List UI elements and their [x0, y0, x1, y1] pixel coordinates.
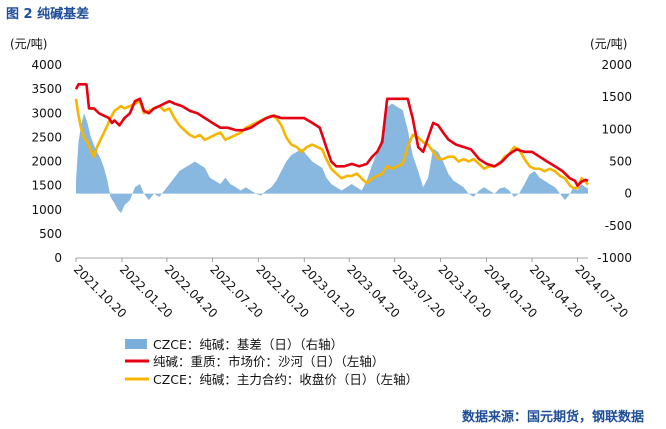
left-tick-label: 500	[39, 227, 62, 241]
legend: CZCE：纯碱：基差（日）（右轴） 纯碱：重质：市场价：沙河（日）（左轴） CZCE…	[125, 337, 418, 387]
left-tick-label: 3000	[31, 106, 62, 120]
legend-label: 纯碱：重质：市场价：沙河（日）（左轴）	[153, 354, 384, 369]
right-tick-label: 500	[609, 155, 632, 169]
figure-title: 图 2 纯碱基差	[6, 7, 90, 22]
right-tick-label: 1500	[601, 90, 632, 104]
legend-swatch-basis	[125, 339, 147, 349]
legend-label: CZCE：纯碱：主力合约：收盘价（日）（左轴）	[153, 372, 418, 387]
right-tick-label: -500	[605, 219, 632, 233]
basis-area	[76, 103, 588, 213]
right-axis: (元/吨) -1000 -500 0 500 1000 1500 2000	[590, 37, 632, 265]
x-axis-ticks	[75, 257, 588, 262]
left-tick-label: 1000	[31, 203, 62, 217]
right-axis-unit: (元/吨)	[590, 37, 627, 51]
basis-area-layer	[76, 103, 588, 213]
left-axis-unit: (元/吨)	[10, 37, 47, 51]
price-lines-layer	[74, 83, 589, 190]
left-tick-label: 1500	[31, 179, 62, 193]
right-tick-label: 2000	[601, 58, 632, 72]
spot-price-line	[74, 83, 589, 187]
x-axis-labels: 2021.10.202022.01.202022.04.202022.07.20…	[71, 262, 631, 320]
left-axis: (元/吨) 0 500 1000 1500 2000 2500 3000 3500 4000	[10, 37, 62, 265]
right-tick-label: 1000	[601, 122, 632, 136]
left-tick-label: 2000	[31, 155, 62, 169]
source-note: 数据来源：国元期货，钢联数据	[461, 410, 644, 425]
left-tick-label: 0	[54, 251, 62, 265]
left-tick-label: 3500	[31, 82, 62, 96]
left-tick-label: 4000	[31, 58, 62, 72]
futures-close-line	[74, 98, 589, 190]
right-tick-label: 0	[624, 187, 632, 201]
legend-label: CZCE：纯碱：基差（日）（右轴）	[153, 337, 343, 352]
right-tick-label: -1000	[597, 251, 632, 265]
left-tick-label: 2500	[31, 130, 62, 144]
